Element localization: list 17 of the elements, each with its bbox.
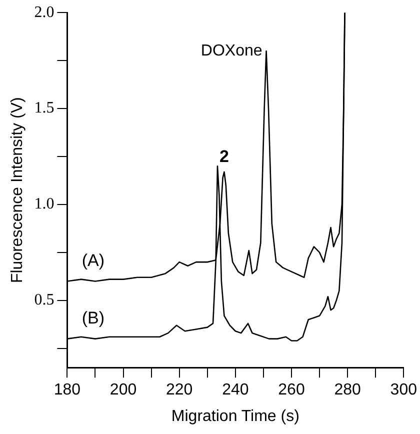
series-label: (B) bbox=[82, 308, 105, 328]
y-tick-label: 2.0 bbox=[34, 4, 54, 21]
series-label: (A) bbox=[82, 250, 105, 270]
annotation: 2 bbox=[219, 147, 229, 166]
y-tick-label: 0.5 bbox=[34, 292, 54, 309]
x-tick-label: 220 bbox=[166, 382, 193, 399]
y-tick-label: 1.0 bbox=[34, 196, 54, 213]
y-axis-title: Fluorescence Intensity (V) bbox=[9, 97, 26, 284]
x-tick-label: 300 bbox=[390, 382, 418, 399]
x-tick-label: 180 bbox=[54, 382, 81, 399]
x-tick-label: 200 bbox=[110, 382, 137, 399]
x-tick-label: 260 bbox=[278, 382, 305, 399]
x-tick-label: 240 bbox=[222, 382, 249, 399]
y-tick-label: 1.5 bbox=[34, 100, 54, 117]
x-tick-label: 280 bbox=[334, 382, 362, 399]
x-axis-title: Migration Time (s) bbox=[171, 408, 300, 425]
annotation: DOXone bbox=[200, 42, 262, 60]
